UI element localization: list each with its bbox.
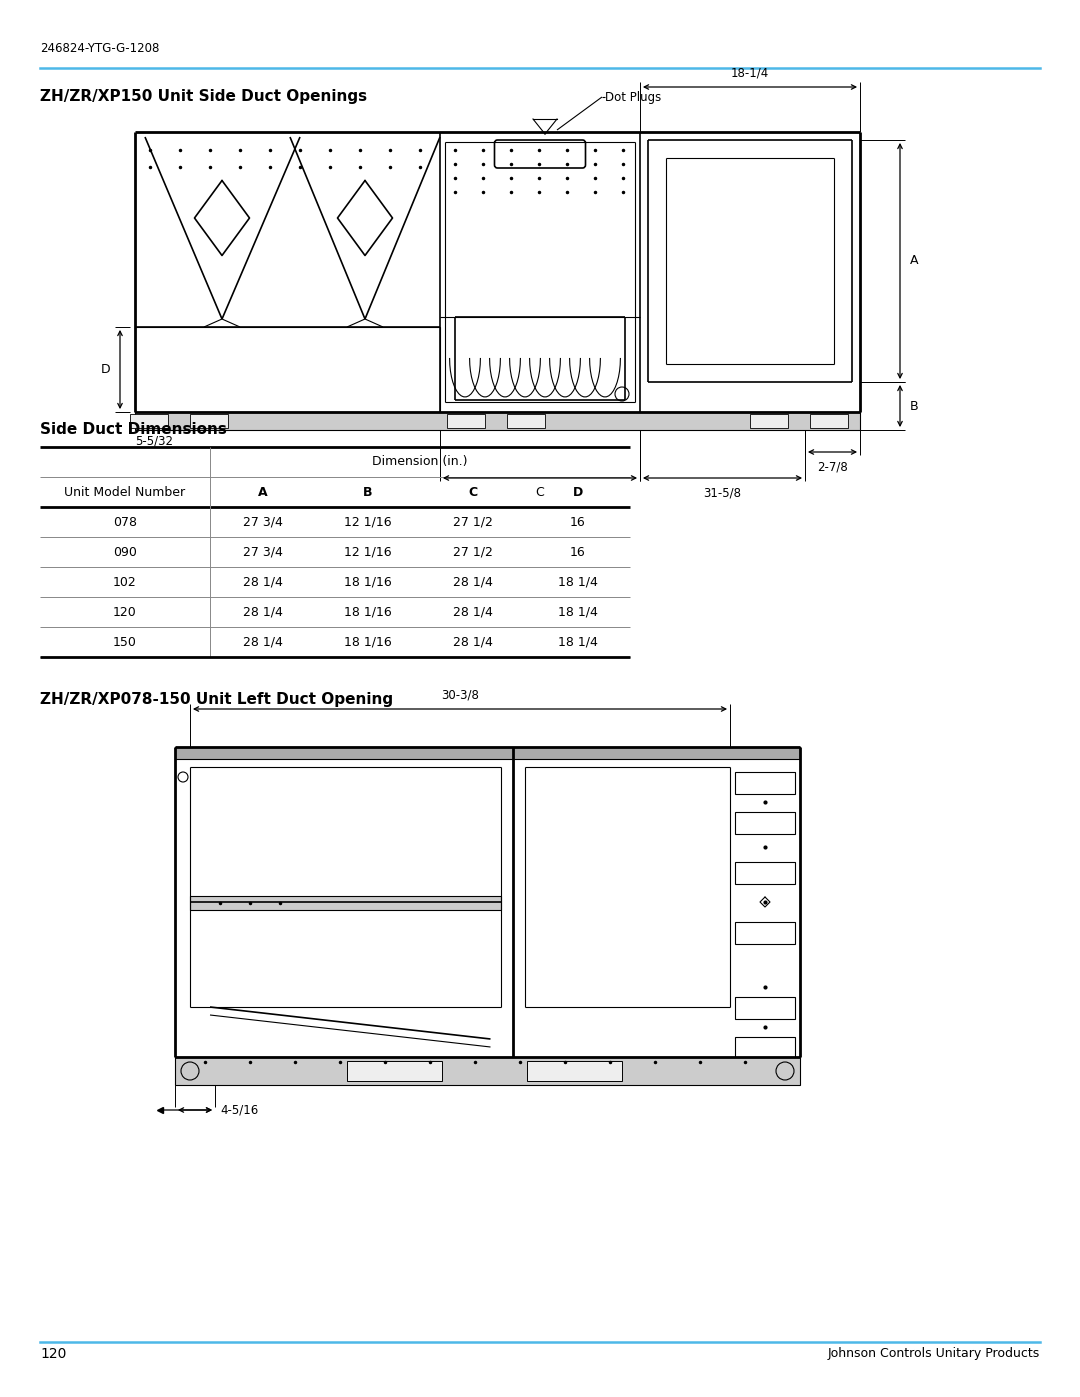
Text: Dot Plugs: Dot Plugs (605, 91, 661, 103)
Text: 27 1/2: 27 1/2 (453, 515, 492, 528)
Bar (175, 1058, 800, 1085)
Text: 150: 150 (113, 636, 137, 648)
Text: 102: 102 (113, 576, 137, 588)
Text: 28 1/4: 28 1/4 (453, 605, 492, 619)
Text: 5-5/32: 5-5/32 (135, 434, 173, 448)
Text: A: A (258, 486, 268, 499)
Bar (347, 1060, 442, 1081)
Text: 16: 16 (569, 515, 585, 528)
Bar (130, 414, 168, 427)
Text: Side Duct Dimensions: Side Duct Dimensions (40, 422, 227, 437)
Bar (447, 414, 485, 427)
Text: ZH/ZR/XP150 Unit Side Duct Openings: ZH/ZR/XP150 Unit Side Duct Openings (40, 88, 367, 103)
Bar (735, 922, 795, 944)
Text: 246824-YTG-G-1208: 246824-YTG-G-1208 (40, 42, 160, 54)
Text: 12 1/16: 12 1/16 (343, 515, 391, 528)
Bar (175, 747, 800, 759)
Text: 18-1/4: 18-1/4 (731, 66, 769, 80)
Text: 28 1/4: 28 1/4 (453, 576, 492, 588)
Text: 27 3/4: 27 3/4 (243, 515, 283, 528)
Bar (735, 862, 795, 884)
Text: B: B (363, 486, 373, 499)
Text: C: C (536, 486, 544, 499)
Text: 18 1/4: 18 1/4 (557, 605, 597, 619)
Bar (735, 812, 795, 834)
Bar (135, 327, 440, 412)
Bar (810, 414, 848, 427)
Text: Unit Model Number: Unit Model Number (65, 486, 186, 499)
Text: C: C (468, 486, 477, 499)
Text: 120: 120 (40, 1347, 66, 1361)
Bar (750, 414, 788, 427)
Bar (527, 1060, 622, 1081)
Bar (507, 414, 545, 427)
Text: 28 1/4: 28 1/4 (453, 636, 492, 648)
Bar (735, 997, 795, 1018)
Text: 18 1/4: 18 1/4 (557, 636, 597, 648)
Text: 4-5/16: 4-5/16 (220, 1104, 258, 1116)
Text: Johnson Controls Unitary Products: Johnson Controls Unitary Products (827, 1348, 1040, 1361)
Text: 090: 090 (113, 545, 137, 559)
Text: 078: 078 (113, 515, 137, 528)
Text: 12 1/16: 12 1/16 (343, 545, 391, 559)
Text: 120: 120 (113, 605, 137, 619)
Text: 27 3/4: 27 3/4 (243, 545, 283, 559)
Text: 2-7/8: 2-7/8 (818, 460, 848, 474)
Text: 18 1/4: 18 1/4 (557, 576, 597, 588)
Text: 18 1/16: 18 1/16 (343, 636, 391, 648)
Text: 28 1/4: 28 1/4 (243, 636, 283, 648)
Text: D: D (100, 363, 110, 376)
Bar (190, 895, 500, 909)
Text: A: A (910, 254, 918, 267)
Bar (735, 773, 795, 793)
Text: B: B (910, 400, 919, 412)
Text: 28 1/4: 28 1/4 (243, 605, 283, 619)
Text: ZH/ZR/XP078-150 Unit Left Duct Opening: ZH/ZR/XP078-150 Unit Left Duct Opening (40, 692, 393, 707)
Text: 18 1/16: 18 1/16 (343, 605, 391, 619)
Bar (135, 412, 860, 430)
Bar (735, 1037, 795, 1059)
Text: 16: 16 (569, 545, 585, 559)
Text: 31-5/8: 31-5/8 (703, 486, 742, 499)
Bar (190, 414, 228, 427)
Text: Dimension (in.): Dimension (in.) (373, 455, 468, 468)
Text: 27 1/2: 27 1/2 (453, 545, 492, 559)
Text: 28 1/4: 28 1/4 (243, 576, 283, 588)
Text: 30-3/8: 30-3/8 (441, 687, 478, 701)
Text: D: D (572, 486, 582, 499)
Text: 18 1/16: 18 1/16 (343, 576, 391, 588)
